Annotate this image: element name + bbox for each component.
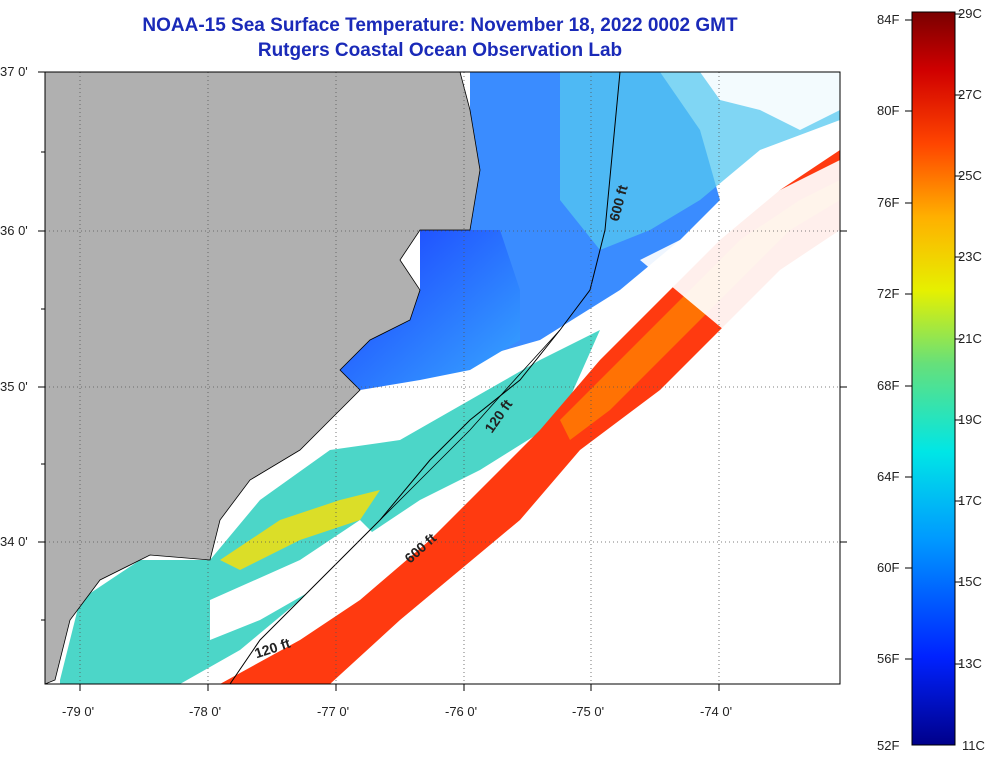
- colorbar-c-label: 23C: [958, 249, 982, 264]
- lon-label: -79 0': [62, 704, 95, 719]
- colorbar-f-label: 72F: [877, 286, 900, 301]
- colorbar-c-label: 17C: [958, 493, 982, 508]
- graticule: [45, 72, 840, 684]
- cloud-patch-south: [210, 520, 380, 640]
- colorbar-f-label: 60F: [877, 560, 900, 575]
- lat-label: 35 0': [0, 379, 28, 394]
- colorbar-f-label: 68F: [877, 378, 900, 393]
- colorbar-f-label: 64F: [877, 469, 900, 484]
- colorbar-f-label: 56F: [877, 651, 900, 666]
- lon-label: -76 0': [445, 704, 478, 719]
- lat-label: 34 0': [0, 534, 28, 549]
- cloud-patch-east: [520, 160, 840, 684]
- colorbar: [911, 11, 956, 746]
- offshore-cyan-water: [560, 72, 840, 250]
- lon-label: -74 0': [700, 704, 733, 719]
- isobath-600ft: [229, 72, 621, 684]
- colorbar-f-label: 76F: [877, 195, 900, 210]
- frame-ticks: [38, 71, 847, 691]
- lat-label: 37 0': [0, 64, 28, 79]
- colorbar-f-label: 80F: [877, 103, 900, 118]
- cloud-patch-north: [700, 72, 840, 130]
- colorbar-c-label: 19C: [958, 412, 982, 427]
- lon-label: -77 0': [317, 704, 350, 719]
- pamlico-sound: [340, 230, 520, 390]
- map-frame: [44, 71, 841, 685]
- colorbar-c-label: 11C: [962, 738, 985, 753]
- warm-nearshore-patch: [220, 490, 380, 570]
- colorbar-c-label: 15C: [958, 574, 982, 589]
- colorbar-c-label: 29C: [958, 6, 982, 21]
- colorbar-f-label: 84F: [877, 12, 900, 27]
- map-title: NOAA-15 Sea Surface Temperature: Novembe…: [142, 15, 738, 36]
- colorbar-c-label: 13C: [958, 656, 982, 671]
- land-mass: [45, 72, 481, 684]
- isobath-120ft: [379, 329, 561, 521]
- lon-label: -75 0': [572, 704, 605, 719]
- colorbar-c-label: 27C: [958, 87, 982, 102]
- lat-label: 36 0': [0, 223, 28, 238]
- colorbar-f-label: 52F: [877, 738, 900, 753]
- map-subtitle: Rutgers Coastal Ocean Observation Lab: [257, 40, 623, 61]
- colorbar-c-label: 25C: [958, 168, 982, 183]
- colorbar-ticks: [905, 13, 962, 665]
- colorbar-c-label: 21C: [958, 331, 982, 346]
- lon-label: -78 0': [189, 704, 222, 719]
